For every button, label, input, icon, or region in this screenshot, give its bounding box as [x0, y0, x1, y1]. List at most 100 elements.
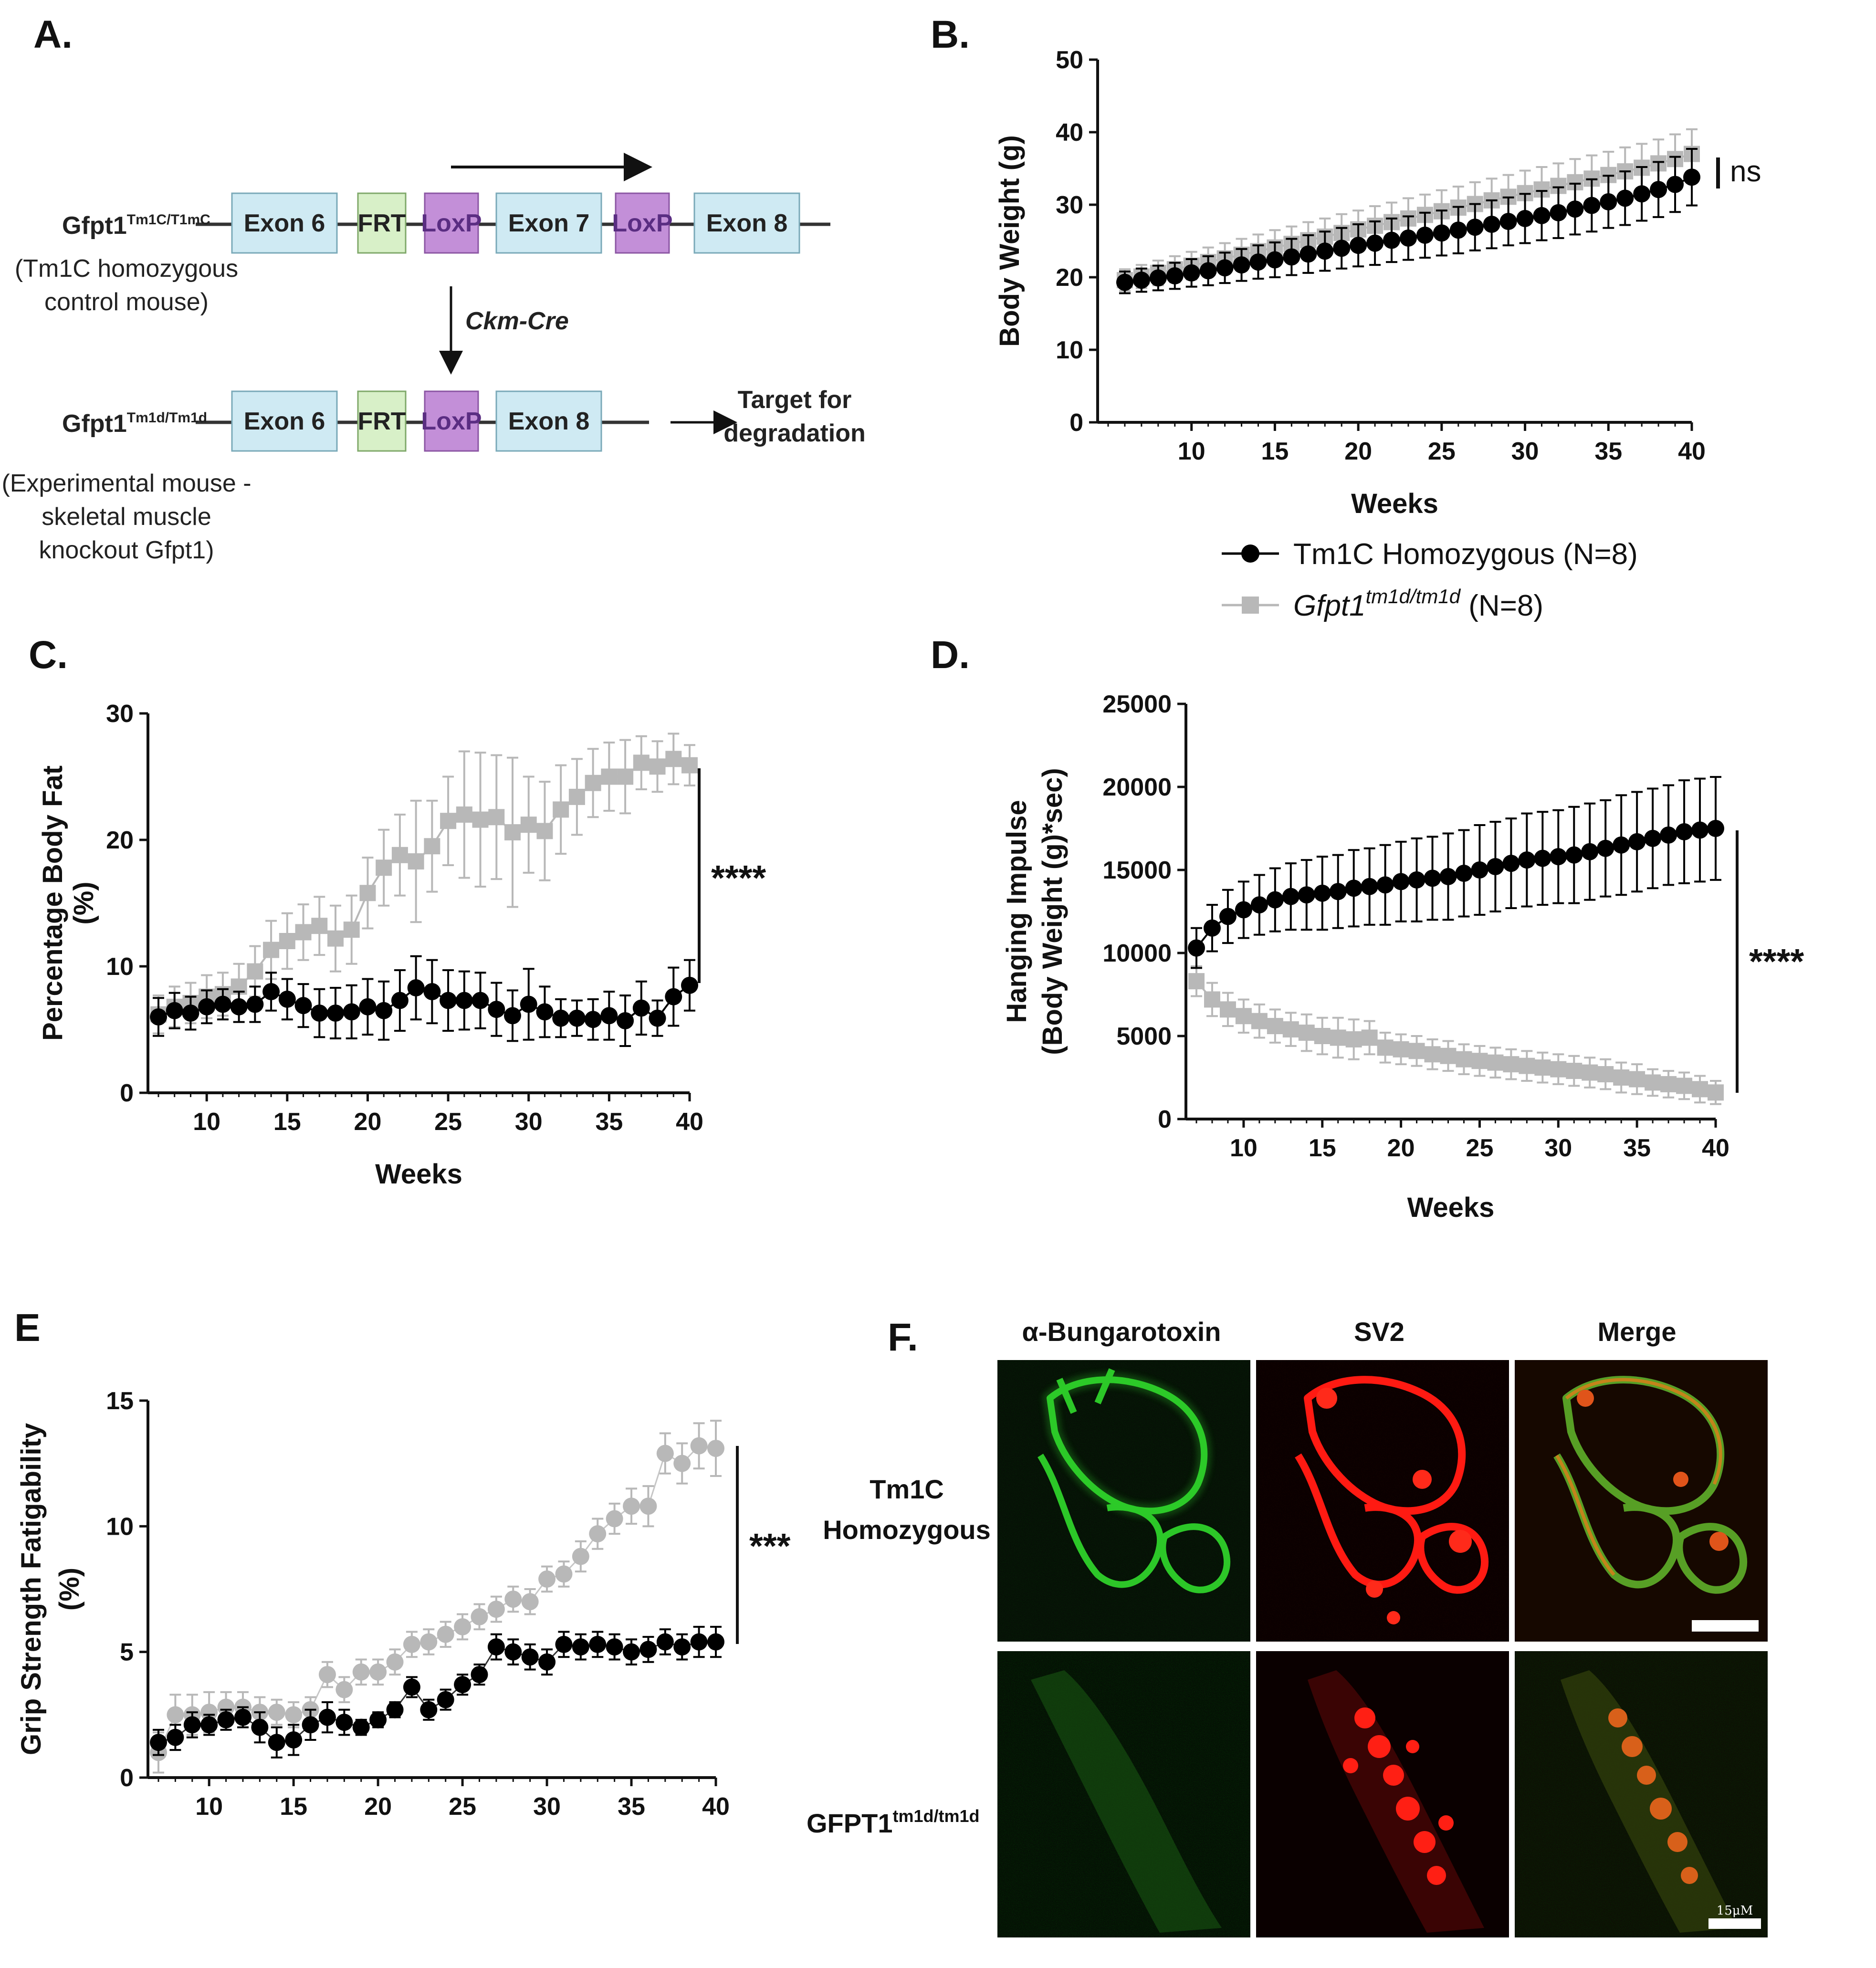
- data-point: [1219, 1001, 1236, 1018]
- data-point: [1613, 1069, 1630, 1086]
- data-point: [1408, 1043, 1425, 1059]
- data-point: [279, 933, 295, 949]
- bottom-exon8-box: [495, 390, 602, 452]
- data-point: [673, 1455, 691, 1472]
- x-tick-label: 25: [434, 1108, 462, 1136]
- x-tick-label: 40: [1678, 438, 1706, 465]
- x-tick-label: 35: [618, 1793, 645, 1821]
- y-tick-label: 30: [106, 700, 134, 728]
- chart-e-grip-fatigability: 0 5 10 15 10 15 20 25 30 35 40 Grip Strength Fatiga…: [16, 1387, 791, 1821]
- data-point: [420, 1633, 438, 1651]
- data-point: [1399, 229, 1417, 247]
- data-point: [1282, 1021, 1299, 1038]
- data-point: [585, 775, 601, 791]
- data-point: [1691, 821, 1709, 839]
- data-point: [1455, 864, 1473, 882]
- top-exon8-box: [693, 192, 800, 254]
- row-label-gfpt1: GFPT1tm1d/tm1d: [807, 1806, 980, 1838]
- data-point: [472, 811, 489, 828]
- series-tm1c: [1188, 776, 1724, 969]
- significance-label: ns: [1730, 155, 1761, 188]
- data-point: [536, 823, 553, 839]
- data-point: [391, 847, 408, 863]
- data-point: [1676, 1078, 1693, 1094]
- data-point: [1483, 216, 1500, 233]
- data-point: [1350, 237, 1367, 254]
- data-point: [1566, 1063, 1583, 1079]
- data-point: [1266, 891, 1284, 909]
- data-point: [1183, 264, 1200, 282]
- data-point: [617, 1012, 634, 1029]
- data-point: [359, 998, 377, 1015]
- top-loxp1-label: LoxP: [421, 209, 482, 237]
- x-tick-label: 30: [1544, 1134, 1572, 1162]
- data-point: [623, 1497, 640, 1515]
- data-point: [1149, 269, 1167, 287]
- top-mouse-name: Gfpt1Tm1C/T1mC: [62, 212, 210, 240]
- legend-ko-label: Gfpt1tm1d/tm1d (N=8): [1293, 585, 1543, 622]
- y-axis-title-2: (%): [68, 881, 99, 924]
- data-point: [639, 1497, 657, 1515]
- data-point: [1583, 197, 1601, 214]
- data-point: [617, 768, 634, 785]
- data-point: [1132, 272, 1150, 289]
- row-label-tm1c-1: Tm1C: [870, 1474, 944, 1504]
- data-point: [1503, 1056, 1520, 1073]
- data-point: [1466, 219, 1484, 236]
- data-point: [263, 942, 280, 958]
- data-point: [1361, 1029, 1378, 1046]
- data-point: [1565, 846, 1583, 864]
- data-point: [1300, 245, 1317, 263]
- column-label-bungarotoxin: α-Bungarotoxin: [1022, 1317, 1221, 1347]
- data-point: [1629, 1071, 1645, 1088]
- x-tick-label: 10: [195, 1793, 223, 1821]
- data-point: [673, 1638, 691, 1656]
- top-loxp2-box: [615, 192, 670, 254]
- image-gfpt1-merge: 15μM: [1515, 1651, 1768, 1937]
- data-point: [424, 838, 440, 855]
- x-tick-label: 40: [676, 1108, 703, 1136]
- data-point: [1449, 221, 1467, 239]
- data-point: [285, 1706, 303, 1724]
- data-point: [403, 1635, 420, 1653]
- series-line: [158, 1641, 716, 1743]
- data-point: [295, 924, 312, 941]
- data-point: [584, 1011, 602, 1028]
- data-point: [1235, 901, 1252, 919]
- data-point: [521, 1648, 539, 1666]
- data-point: [606, 1510, 623, 1528]
- significance-label: ****: [1749, 942, 1804, 981]
- y-tick-label: 10000: [1102, 940, 1172, 967]
- data-point: [568, 788, 585, 805]
- image-gfpt1-bungarotoxin: [997, 1651, 1250, 1937]
- y-tick-label: 30: [1056, 191, 1083, 219]
- x-axis-title: Weeks: [1351, 488, 1438, 519]
- data-point: [1392, 873, 1410, 890]
- data-point: [268, 1734, 285, 1751]
- data-point: [1683, 168, 1700, 186]
- bottom-exon6-label: Exon 6: [244, 408, 325, 435]
- data-point: [327, 1005, 344, 1022]
- data-point: [1707, 820, 1724, 837]
- data-point: [1216, 259, 1234, 277]
- data-point: [1282, 888, 1300, 905]
- data-point: [343, 921, 360, 938]
- data-point: [1692, 1081, 1708, 1098]
- y-tick-label: 40: [1056, 119, 1083, 147]
- data-point: [656, 1633, 674, 1651]
- y-axis-title: Hanging Impulse: [1001, 800, 1032, 1023]
- data-point: [1581, 843, 1599, 860]
- data-point: [167, 1728, 184, 1746]
- data-point: [1345, 879, 1362, 897]
- data-point: [1597, 839, 1614, 857]
- data-point: [520, 995, 537, 1013]
- data-point: [1487, 858, 1504, 876]
- x-tick-label: 25: [449, 1793, 476, 1821]
- data-point: [335, 1681, 353, 1698]
- data-point: [1361, 878, 1378, 895]
- data-point: [555, 1635, 573, 1653]
- x-tick-label: 15: [1261, 438, 1289, 465]
- bottom-mouse-desc-3: knockout Gfpt1): [39, 536, 214, 564]
- data-point: [572, 1638, 589, 1656]
